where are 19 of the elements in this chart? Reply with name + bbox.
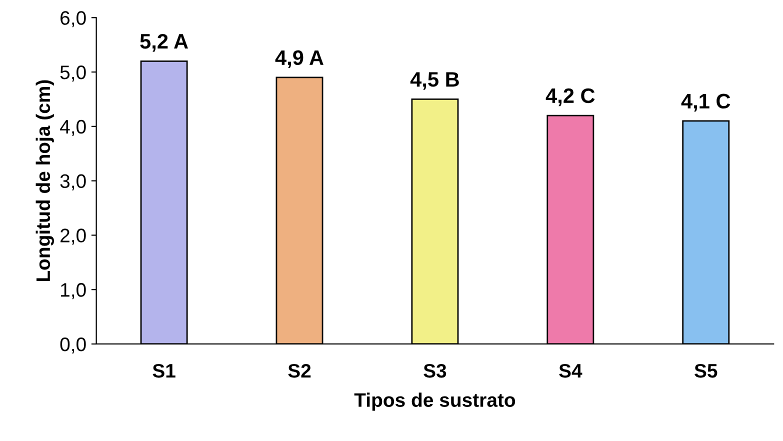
data-label: 4,2 C bbox=[546, 88, 595, 106]
x-tick-label: S3 bbox=[424, 364, 446, 378]
y-axis-title: Longitud de hoja (cm) bbox=[36, 80, 54, 282]
y-tick-label: 4,0 bbox=[60, 120, 86, 136]
y-tick-label: 0,0 bbox=[60, 337, 86, 354]
data-label: 4,9 A bbox=[275, 50, 324, 68]
data-label: 4,5 B bbox=[410, 72, 459, 90]
y-tick-label: 6,0 bbox=[60, 11, 86, 28]
y-tick-label: 1,0 bbox=[61, 283, 86, 300]
y-tick-label: 2,0 bbox=[60, 228, 86, 245]
x-tick-label: S5 bbox=[694, 364, 718, 378]
x-tick-label: S1 bbox=[152, 364, 176, 378]
data-label: 4,1 C bbox=[681, 94, 730, 112]
x-tick-label: S2 bbox=[288, 364, 311, 378]
y-tick-label: 3,0 bbox=[60, 174, 86, 190]
x-tick-label: S4 bbox=[559, 364, 582, 378]
y-tick-label: 5,0 bbox=[60, 66, 86, 82]
data-label: 5,2 A bbox=[140, 34, 188, 52]
x-axis-title: Tipos de sustrato bbox=[354, 392, 516, 411]
